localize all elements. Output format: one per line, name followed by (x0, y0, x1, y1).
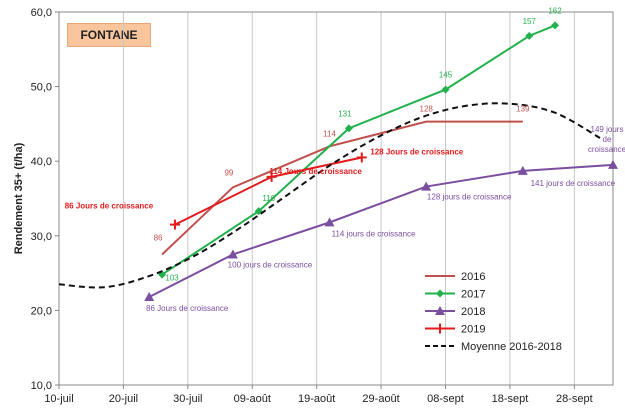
data-point (421, 181, 432, 191)
data-label: 157 (523, 17, 537, 26)
data-label: 162 (548, 6, 562, 15)
data-labels-group: 86 99 114 128 139 103 116 131 145 157 162 86 Jours … (65, 6, 625, 313)
series-2019 (169, 152, 367, 230)
series-2017 (158, 21, 560, 279)
data-label-line: 149 jours (591, 125, 624, 134)
data-label: 99 (224, 168, 233, 177)
y-axis-label: Rendement 35+ (t/ha) (13, 142, 25, 254)
legend-label: Moyenne 2016-2018 (461, 341, 562, 353)
data-label: 139 (516, 105, 530, 114)
x-tick-label: 29-août (362, 393, 399, 405)
x-tick-label: 20-juil (109, 393, 138, 405)
x-tick-label: 30-juil (173, 393, 202, 405)
y-tick-label: 60,0 (31, 7, 52, 19)
data-point (551, 21, 560, 30)
x-tick-label: 10-juil (44, 393, 73, 405)
y-tick-label: 20,0 (31, 305, 52, 317)
data-point (344, 124, 353, 133)
data-point (517, 165, 528, 175)
data-point (441, 85, 450, 94)
data-label-line: croissance (588, 145, 625, 154)
series-moyenne-2016-2018 (58, 102, 601, 289)
legend-label: 2016 (461, 271, 485, 283)
data-point (169, 219, 180, 230)
y-tick-label: 50,0 (31, 82, 52, 94)
legend-entry: Moyenne 2016-2018 (425, 341, 562, 353)
y-tick-label: 10,0 (31, 380, 52, 392)
x-tick-label: 28-sept (556, 393, 593, 405)
legend-label: 2018 (461, 306, 485, 318)
x-tick-label: 08-sept (427, 393, 464, 405)
data-label: 100 jours de croissance (228, 260, 313, 269)
series-line (58, 102, 601, 289)
data-label: 114 (323, 129, 336, 138)
legend: 2016 2017 2018 2019 Moyenne 2016-2018 (425, 271, 562, 353)
data-label: 86 Jours de croissance (146, 304, 229, 313)
x-tick-label: 19-août (298, 393, 335, 405)
data-label: 128 jours de croissance (427, 193, 512, 202)
series-group (58, 21, 618, 301)
x-tick-label: 09-août (234, 393, 271, 405)
legend-entry: 2018 (425, 306, 485, 318)
data-point (525, 31, 534, 40)
legend-entry: 2019 (425, 323, 485, 336)
legend-entry: 2016 (425, 271, 485, 283)
plot-area-border (58, 11, 614, 386)
y-tick-label: 40,0 (31, 156, 52, 168)
legend-entry: 2017 (425, 289, 485, 301)
data-label: 141 jours de croissance (531, 179, 616, 188)
data-point (356, 152, 367, 163)
data-point (436, 289, 444, 298)
data-label-line: de (603, 135, 612, 144)
data-point (435, 306, 445, 315)
x-tick-label: 18-sept (492, 393, 529, 405)
series-line (161, 24, 556, 276)
data-label: 149 jours de croissance (588, 125, 625, 154)
data-point (435, 323, 445, 334)
data-label: 145 (439, 71, 453, 80)
series-line (148, 163, 614, 298)
data-point (324, 217, 335, 227)
data-label: 86 (154, 233, 163, 242)
legend-label: 2019 (461, 324, 485, 336)
data-label: 114 Jours de croissance (269, 167, 362, 176)
axes: 10-juil 20-juil 30-juil 09-août 19-août 29-ao… (13, 7, 614, 405)
data-point (144, 291, 155, 301)
data-label: 131 (338, 109, 352, 118)
data-label: 128 Jours de croissance (370, 147, 463, 156)
grid-lines (122, 12, 575, 385)
data-label: 116 (262, 194, 275, 203)
data-label: 128 (420, 105, 434, 114)
series-2018 (144, 159, 618, 301)
y-tick-label: 30,0 (31, 231, 52, 243)
data-point (266, 171, 277, 182)
data-point (227, 249, 238, 259)
data-point (608, 159, 618, 169)
legend-label: 2017 (461, 289, 485, 301)
data-label: 114 jours de croissance (332, 229, 416, 238)
data-label: 103 (165, 274, 179, 283)
data-label: 86 Jours de croissance (65, 202, 154, 211)
